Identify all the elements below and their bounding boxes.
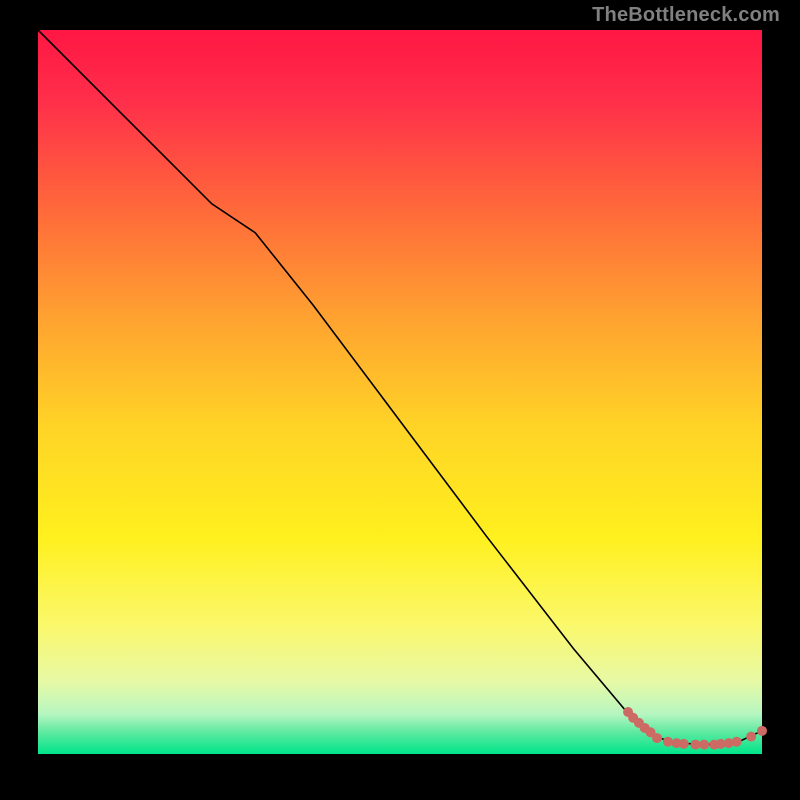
data-marker xyxy=(757,726,767,736)
data-marker xyxy=(690,740,700,750)
data-marker xyxy=(679,739,689,749)
data-marker xyxy=(732,737,742,747)
data-marker xyxy=(699,740,709,750)
data-marker xyxy=(746,732,756,742)
chart-container: TheBottleneck.com xyxy=(0,0,800,800)
data-marker xyxy=(663,737,673,747)
watermark-label: TheBottleneck.com xyxy=(592,4,780,27)
data-marker xyxy=(652,733,662,743)
bottleneck-chart xyxy=(0,0,800,800)
